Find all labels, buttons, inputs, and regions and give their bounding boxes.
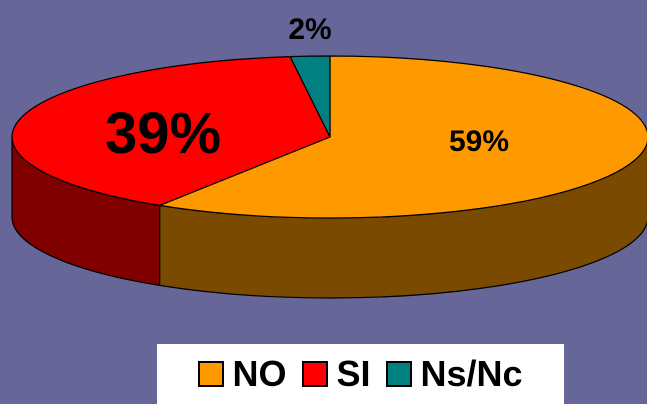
pie-slices (11, 55, 647, 219)
legend-label-ns-nc: Ns/Nc (420, 353, 523, 394)
legend-item-si: SI (302, 356, 370, 392)
legend-swatch-si (302, 361, 329, 387)
legend-item-no: NO (198, 356, 286, 392)
legend-label-no: NO (232, 353, 287, 394)
legend-swatch-no (198, 361, 225, 387)
pie-slice-ns-nc (289, 55, 331, 138)
pie-slice-no (157, 55, 647, 219)
legend-item-ns-nc: Ns/Nc (386, 353, 523, 394)
data-label-ns-nc: 2% (288, 13, 331, 46)
legend-label-si: SI (336, 353, 371, 394)
data-label-no: 59% (449, 125, 509, 158)
pie-slice-si (11, 56, 331, 207)
data-labels: 59% 39% 2% (105, 13, 509, 166)
data-label-si: 39% (105, 101, 221, 166)
legend: NO SI Ns/Nc (157, 344, 564, 404)
legend-swatch-ns-nc (386, 361, 413, 387)
